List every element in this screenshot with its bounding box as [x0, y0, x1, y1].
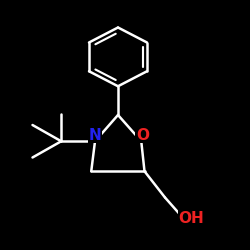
Text: OH: OH [178, 211, 204, 226]
Text: O: O [136, 128, 149, 142]
Text: N: N [88, 128, 102, 142]
